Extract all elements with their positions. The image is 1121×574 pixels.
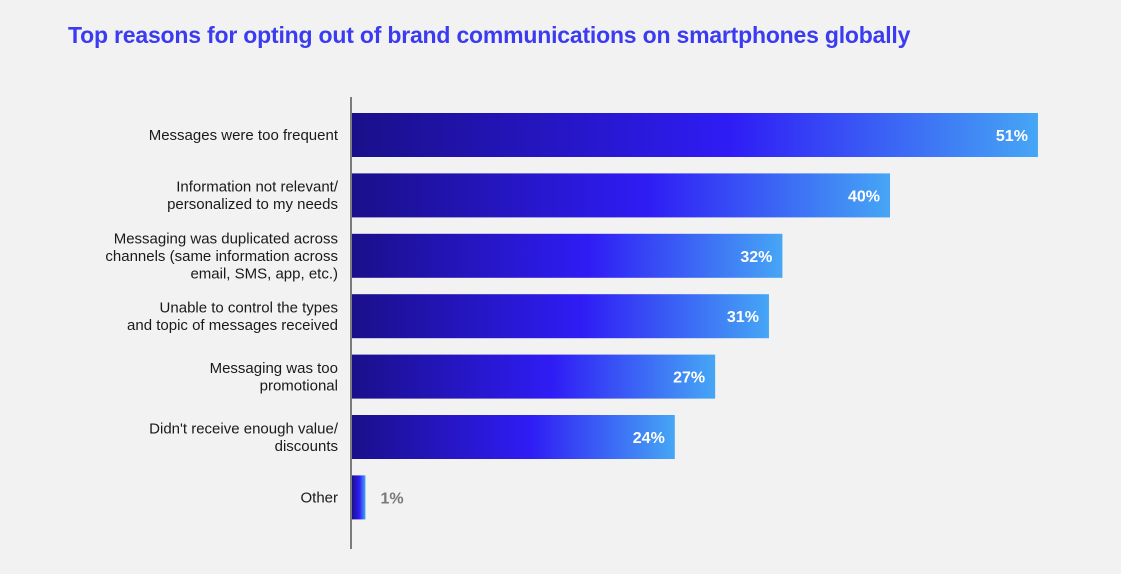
value-label: 51% — [996, 128, 1028, 145]
category-label: Unable to control the types and topic of … — [127, 299, 338, 334]
value-label: 1% — [380, 490, 403, 507]
bar — [352, 415, 675, 459]
category-label: Messaging was duplicated across channels … — [105, 230, 338, 282]
category-label: Messaging was too promotional — [210, 360, 338, 395]
value-label: 40% — [848, 188, 880, 205]
value-label: 24% — [633, 430, 665, 447]
bar — [352, 354, 716, 399]
bar — [352, 233, 783, 278]
bar — [352, 173, 890, 218]
category-label: Information not relevant/personalized to… — [167, 179, 339, 214]
bar — [352, 113, 1038, 157]
value-label: 32% — [740, 249, 772, 266]
chart-title: Top reasons for opting out of brand comm… — [68, 22, 911, 48]
bar — [352, 475, 366, 520]
value-label: 31% — [727, 309, 759, 326]
category-label: Messages were too frequent — [149, 127, 339, 144]
value-labels-layer: 51% 40% 32% 31% 27% 24% 1% — [380, 128, 1027, 507]
category-label: Other — [300, 489, 338, 506]
bars-layer — [352, 113, 1038, 520]
category-label: Didn't receive enough value/discounts — [149, 420, 339, 455]
value-label: 27% — [673, 370, 705, 387]
category-labels-layer: Messages were too frequent Information no… — [105, 127, 338, 506]
bar — [352, 294, 769, 339]
